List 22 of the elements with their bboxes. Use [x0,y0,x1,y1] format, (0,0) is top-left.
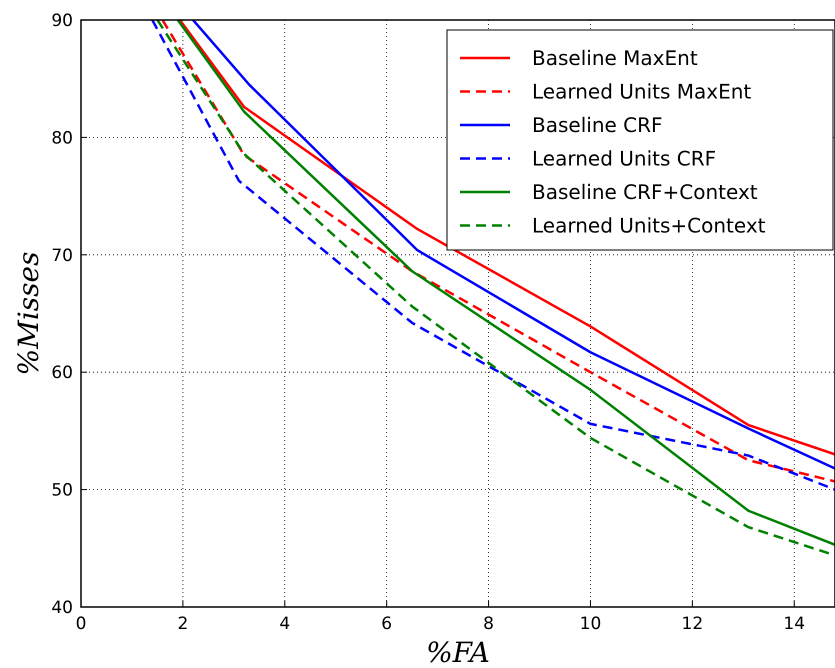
y-tick-label: 90 [51,11,73,31]
y-tick-label: 50 [51,480,73,501]
x-axis-title: %FA [426,636,490,668]
y-axis-title: %Misses [12,252,45,376]
y-tick-label: 60 [51,363,73,384]
y-tick-label: 40 [51,598,73,618]
x-tick-label: 6 [381,614,392,634]
legend-label: Baseline MaxEnt [532,46,698,70]
x-tick-label: 10 [580,614,602,634]
legend-label: Baseline CRF [532,113,663,137]
x-tick-label: 14 [783,614,806,634]
x-tick-label: 4 [279,614,290,634]
legend-label: Baseline CRF+Context [532,180,758,204]
x-tick-label: 2 [177,614,188,634]
legend-label: Learned Units CRF [532,146,716,170]
x-tick-label: 8 [483,614,494,634]
legend-label: Learned Units+Context [532,214,766,238]
x-tick-label: 0 [76,614,86,634]
y-tick-label: 80 [51,128,73,148]
x-tick-label: 12 [682,614,704,634]
y-tick-label: 70 [51,246,73,266]
legend-label: Learned Units MaxEnt [532,80,752,104]
